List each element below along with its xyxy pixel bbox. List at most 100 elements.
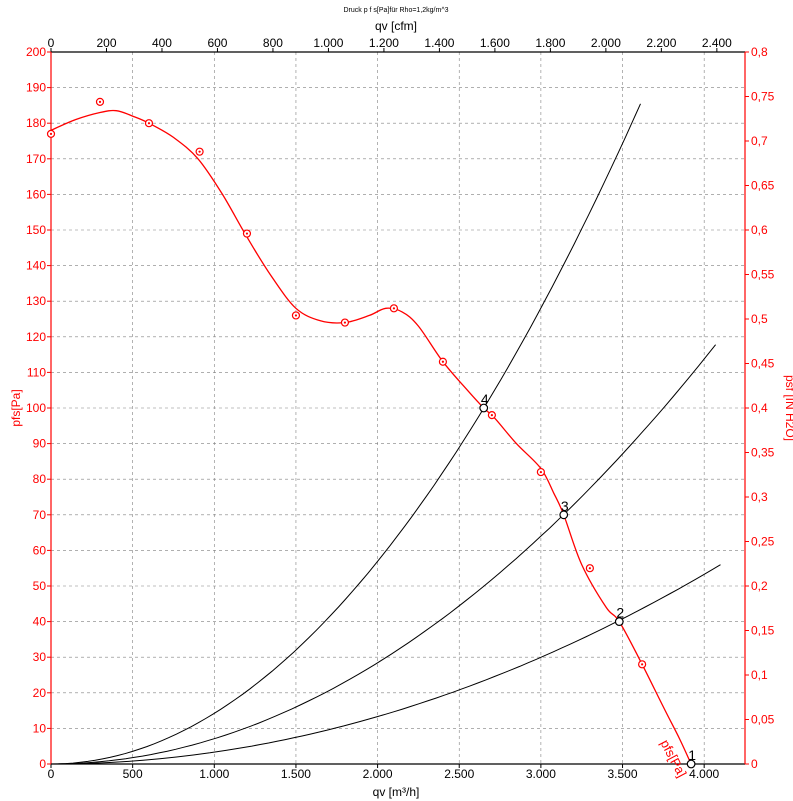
fan-curve-marker [438, 357, 448, 366]
y-tick-label: 40 [33, 615, 47, 629]
y2-tick-label: 0,5 [751, 312, 768, 326]
marker-dot [198, 150, 201, 153]
marker-dot [490, 414, 493, 417]
marker-dot [539, 470, 542, 474]
operating-point [614, 617, 624, 626]
x2-tick-label: 1.200 [369, 36, 399, 50]
marker-dot [392, 307, 396, 310]
x2-tick-label: 1.600 [480, 36, 510, 50]
x-tick-label: 0 [48, 767, 55, 781]
x-tick-label: 4.000 [689, 767, 719, 781]
axes-layer [47, 48, 749, 768]
x-tick-label: 2.000 [363, 767, 393, 781]
y2-tick-label: 0 [751, 757, 758, 771]
x2-tick-label: 1.000 [313, 36, 343, 50]
system-curve [51, 564, 721, 765]
fan-curve-marker [291, 311, 301, 320]
x-tick-label: 3.000 [526, 767, 556, 781]
operating-point-label: 4 [481, 391, 489, 407]
fan-curve-marker [536, 467, 545, 477]
x2-tick-label: 0 [48, 36, 55, 50]
y-tick-label: 90 [33, 437, 47, 451]
bottom-axis-label: qv [m³/h] [373, 785, 420, 799]
y2-tick-label: 0,65 [751, 179, 775, 193]
x-tick-label: 1.000 [199, 767, 229, 781]
y2-tick-label: 0,2 [751, 579, 768, 593]
x2-tick-label: 2.000 [591, 36, 621, 50]
y2-tick-label: 0,8 [751, 45, 768, 59]
points-layer: 1 2 3 4 [46, 97, 696, 769]
y2-tick-label: 0,25 [751, 535, 775, 549]
y2-tick-label: 0,6 [751, 223, 768, 237]
y-tick-label: 100 [26, 401, 46, 415]
operating-point-label: 2 [616, 605, 624, 621]
y-tick-label: 190 [26, 81, 46, 95]
y-tick-label: 50 [33, 579, 47, 593]
fan-curve-marker [340, 318, 350, 327]
marker-dot [147, 122, 151, 125]
y-tick-label: 70 [33, 508, 47, 522]
system-curve [50, 344, 716, 765]
y-tick-label: 170 [26, 152, 46, 166]
marker-dot [641, 663, 644, 666]
y-tick-label: 160 [26, 187, 46, 201]
y-tick-label: 120 [26, 330, 46, 344]
marker-dot [294, 314, 298, 317]
x2-tick-label: 800 [263, 36, 283, 50]
y-tick-label: 130 [26, 294, 46, 308]
y2-tick-label: 0,45 [751, 357, 775, 371]
chart-title: Druck p f s[Pa]für Rho=1,2kg/m^3 [343, 7, 448, 14]
x2-tick-label: 600 [207, 36, 227, 50]
right-axis-label: psf [IN H2O] [783, 375, 793, 441]
x-tick-label: 500 [123, 767, 143, 781]
fan-curve-marker [389, 304, 399, 313]
x-tick-label: 3.500 [608, 767, 638, 781]
y2-tick-label: 0,1 [751, 668, 768, 682]
y-tick-label: 20 [33, 686, 47, 700]
x2-tick-label: 1.400 [424, 36, 454, 50]
left-axis-label: pfs[Pa] [9, 389, 23, 426]
marker-dot [49, 132, 53, 135]
grid-layer [51, 52, 745, 764]
fan-curve-marker [46, 129, 56, 138]
operating-point-label: 1 [688, 747, 696, 763]
y-tick-label: 200 [26, 45, 46, 59]
operating-point-label: 3 [561, 498, 569, 514]
system-curve [50, 103, 641, 765]
marker-dot [343, 321, 347, 324]
x-tick-label: 2.500 [444, 767, 474, 781]
operating-point [559, 510, 569, 520]
x2-tick-label: 1.800 [535, 36, 565, 50]
fan-curve-marker [95, 97, 105, 106]
x2-tick-label: 400 [152, 36, 172, 50]
x-tick-label: 1.500 [281, 767, 311, 781]
y2-tick-label: 0,75 [751, 90, 775, 104]
y2-tick-label: 0,4 [751, 401, 768, 415]
y-tick-label: 80 [33, 472, 47, 486]
y2-tick-label: 0,55 [751, 268, 775, 282]
marker-dot [98, 100, 102, 103]
y2-tick-label: 0,05 [751, 713, 775, 727]
y2-tick-label: 0,35 [751, 446, 775, 460]
y-tick-label: 10 [33, 721, 47, 735]
y-tick-label: 180 [26, 116, 46, 130]
y2-tick-label: 0,7 [751, 134, 768, 148]
operating-point [479, 403, 489, 413]
operating-point [686, 759, 696, 769]
fan-curve-marker [638, 660, 647, 669]
fan-curve-marker [585, 564, 594, 573]
y2-tick-label: 0,15 [751, 624, 775, 638]
top-axis-label: qv [cfm] [375, 19, 417, 33]
x2-tick-label: 2.200 [646, 36, 676, 50]
tick-labels: 0 500 1.000 1.500 2.000 2.500 3.000 3.500 4.0000… [26, 36, 775, 781]
marker-dot [245, 232, 249, 235]
marker-dot [588, 567, 591, 570]
marker-dot [441, 360, 445, 363]
y2-tick-label: 0,3 [751, 490, 768, 504]
y-tick-label: 150 [26, 223, 46, 237]
y-tick-label: 30 [33, 650, 47, 664]
fan-curve-marker [242, 229, 252, 238]
fan-curve-marker [144, 119, 154, 128]
